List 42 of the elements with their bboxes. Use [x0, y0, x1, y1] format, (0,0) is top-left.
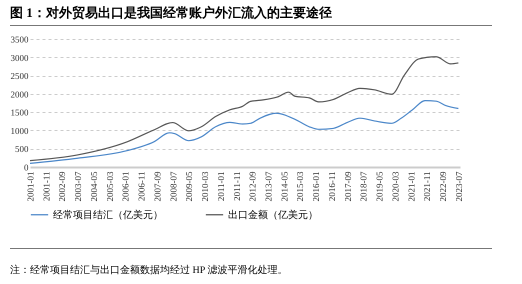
y-tick-label: 500 — [15, 144, 29, 154]
text: 注：经常项目结汇与出口金额数据均经过 HP 滤波平滑化处理。 — [10, 264, 288, 277]
x-tick-label: 2021-01 — [406, 172, 416, 202]
y-tick-label: 1000 — [10, 126, 29, 136]
x-tick-label: 2001-01 — [26, 172, 36, 202]
y-tick-label: 3500 — [10, 34, 29, 44]
x-tick-label: 2013-07 — [263, 171, 274, 202]
x-tick-label: 2008-07 — [168, 171, 178, 202]
x-tick-label: 2014-05 — [279, 171, 290, 202]
x-tick-label: 2021-11 — [422, 172, 432, 202]
x-tick-label: 2011-11 — [232, 172, 242, 201]
x-tick-label: 2006-01 — [120, 172, 131, 202]
x-tick-label: 2004-05 — [88, 171, 99, 202]
x-tick-label: 2005-03 — [104, 171, 115, 202]
x-tick-label: 2015-03 — [295, 171, 306, 202]
x-tick-label: 2001-11 — [41, 172, 52, 202]
legend-label: 出口金额（亿美元） — [228, 208, 318, 221]
line-series — [29, 56, 459, 162]
x-tick-label: 2012-09 — [248, 171, 258, 202]
y-tick-label: 2000 — [10, 89, 29, 100]
x-tick-label: 2002-09 — [57, 171, 68, 202]
x-tick-label: 2010-03 — [200, 171, 210, 202]
x-tick-label: 2017-09 — [342, 171, 353, 202]
y-tick-label: 2500 — [10, 71, 29, 82]
chart-title: 图 1：对外贸易出口是我国经常账户外汇流入的主要途径 — [10, 4, 492, 26]
y-tick-label: 1500 — [10, 108, 29, 118]
x-tick-label: 2007-09 — [152, 171, 162, 202]
legend-label: 经常项目结汇（亿美元） — [53, 208, 163, 221]
x-tick-label: 2018-07 — [358, 171, 369, 202]
x-tick-label: 2006-11 — [136, 172, 147, 202]
x-tick-label: 2020-03 — [390, 171, 400, 202]
x-tick-label: 2023-07 — [454, 171, 464, 202]
y-tick-label: 0 — [24, 162, 29, 172]
x-tick-label: 2016-11 — [327, 172, 338, 202]
x-tick-label: 2019-05 — [374, 171, 385, 202]
x-tick-label: 2009-05 — [184, 171, 194, 202]
x-tick-label: 2016-01 — [311, 172, 322, 202]
x-tick-label: 2022-09 — [438, 171, 448, 202]
x-tick-label: 2011-01 — [216, 172, 226, 202]
x-tick-label: 2003-07 — [73, 171, 83, 202]
line-series — [29, 100, 459, 164]
y-tick-label: 3000 — [10, 52, 29, 63]
